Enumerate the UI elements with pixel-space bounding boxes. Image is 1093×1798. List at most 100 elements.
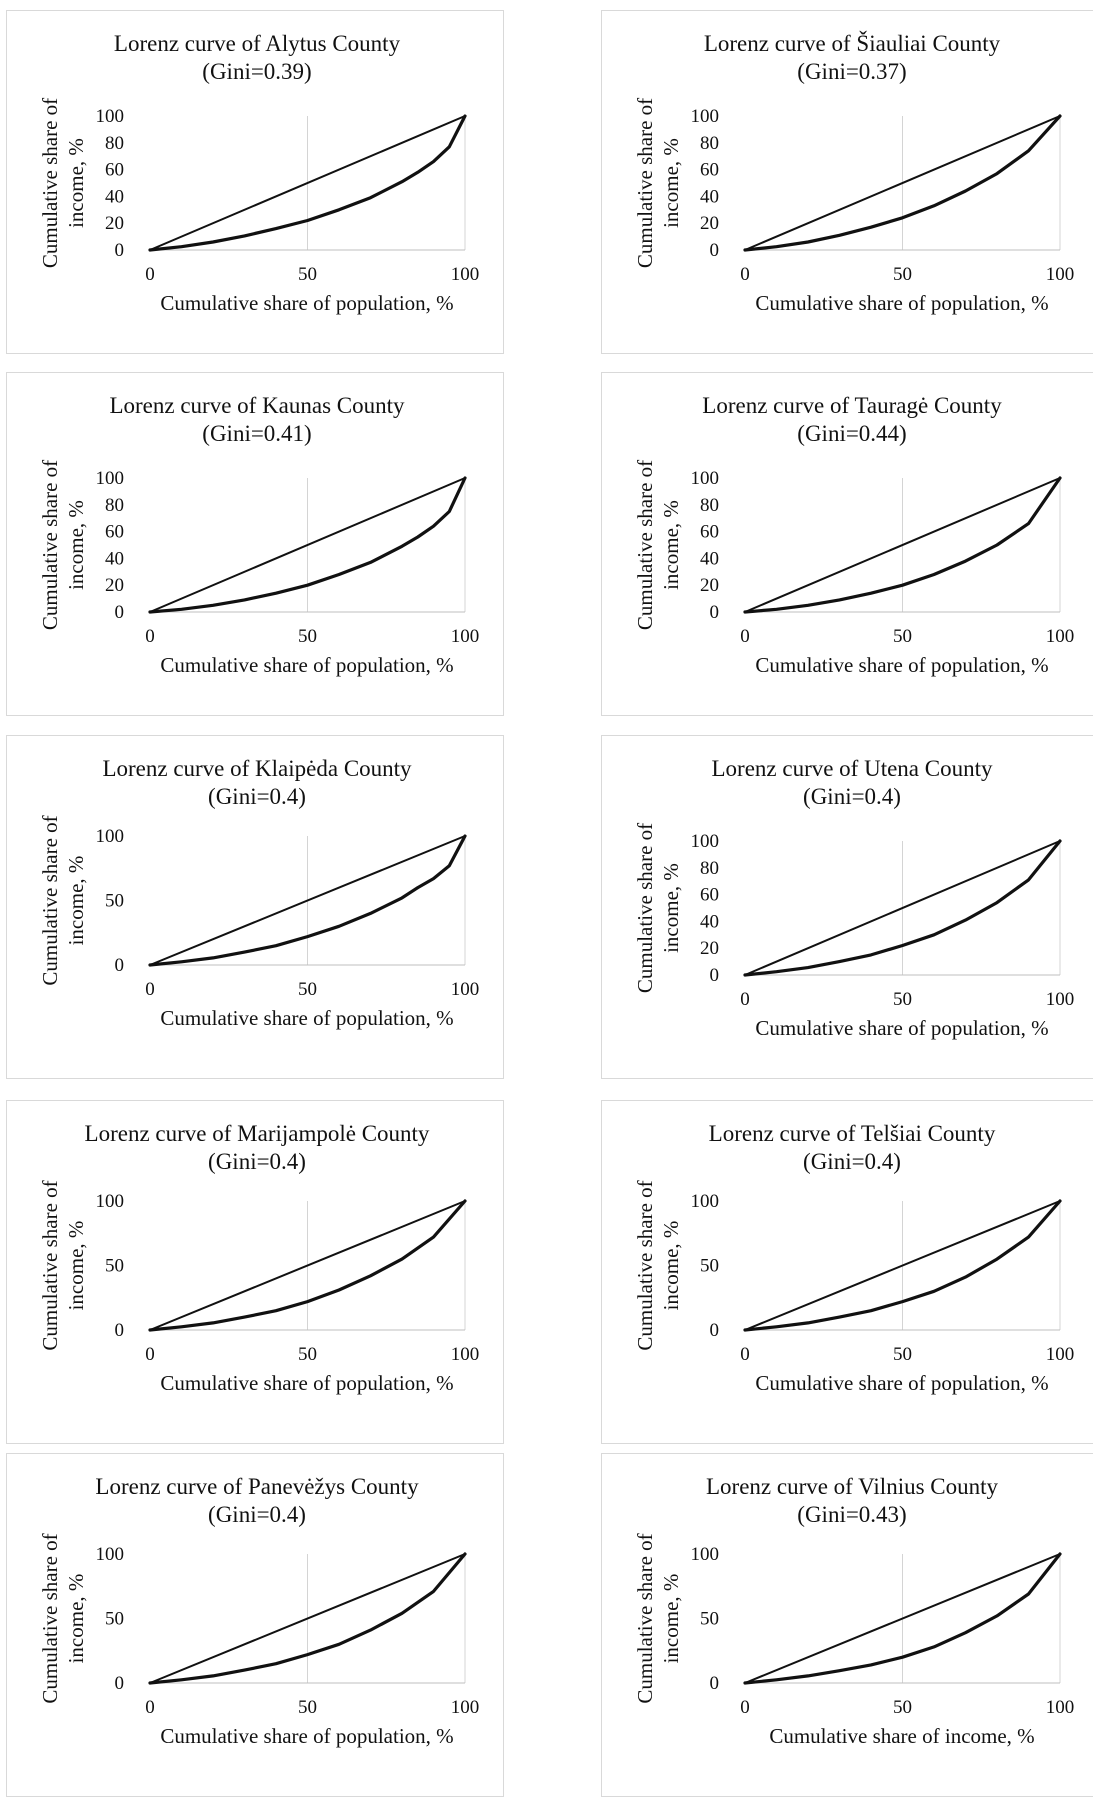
x-axis-label: Cumulative share of population, % — [160, 653, 453, 677]
x-tick-label: 100 — [1046, 1344, 1075, 1365]
x-tick-label: 0 — [740, 989, 750, 1010]
x-tick-label: 100 — [451, 264, 480, 285]
y-tick-label: 50 — [105, 1609, 124, 1630]
x-tick-label: 100 — [1046, 989, 1075, 1010]
equality-line — [744, 1553, 1061, 1684]
y-tick-label: 0 — [115, 1320, 125, 1341]
x-tick-label: 0 — [145, 264, 155, 285]
y-tick-label: 100 — [691, 106, 720, 127]
y-tick-label: 20 — [105, 213, 124, 234]
y-axis-label: Cumulative share of — [633, 98, 657, 268]
chart-subtitle: (Gini=0.4) — [803, 784, 901, 809]
y-tick-label: 0 — [710, 240, 720, 261]
chart-subtitle: (Gini=0.37) — [797, 59, 906, 84]
x-axis-label: Cumulative share of population, % — [755, 1016, 1048, 1040]
y-tick-label: 60 — [105, 160, 124, 181]
chart-subtitle: (Gini=0.43) — [797, 1502, 906, 1527]
chart-subtitle: (Gini=0.41) — [202, 421, 311, 446]
y-tick-label: 60 — [700, 160, 719, 181]
equality-line — [744, 115, 1061, 251]
chart-panel: Lorenz curve of Šiauliai County (Gini=0.3… — [601, 10, 1093, 354]
x-tick-label: 0 — [740, 626, 750, 647]
y-tick-label: 0 — [710, 1673, 720, 1694]
equality-line — [149, 115, 466, 251]
chart-svg: Lorenz curve of Alytus County (Gini=0.39)… — [38, 31, 480, 315]
x-tick-label: 0 — [145, 1697, 155, 1718]
lorenz-curve-line — [743, 839, 1062, 977]
x-tick-label: 0 — [740, 1344, 750, 1365]
lorenz-curve-line — [148, 1552, 467, 1685]
y-axis-label: income, % — [659, 500, 683, 590]
y-tick-label: 100 — [96, 1544, 125, 1565]
chart-svg: Lorenz curve of Vilnius County (Gini=0.43… — [633, 1474, 1074, 1748]
chart-title: Lorenz curve of Vilnius County — [706, 1474, 999, 1499]
equality-line — [149, 835, 466, 966]
equality-line — [149, 1200, 466, 1331]
x-tick-label: 50 — [893, 626, 912, 647]
y-tick-label: 0 — [115, 955, 125, 976]
y-tick-label: 20 — [700, 938, 719, 959]
y-tick-label: 0 — [710, 965, 720, 986]
chart-panel: Lorenz curve of Tauragė County (Gini=0.44… — [601, 372, 1093, 716]
chart-panel: Lorenz curve of Marijampolė County (Gini=… — [6, 1100, 504, 1444]
y-axis-label: income, % — [64, 1221, 88, 1311]
equality-line — [149, 477, 466, 613]
equality-line — [744, 840, 1061, 976]
chart-svg: Lorenz curve of Utena County (Gini=0.4) 0 2… — [633, 756, 1075, 1040]
y-axis-label: Cumulative share of — [38, 815, 62, 985]
y-tick-label: 100 — [691, 1544, 720, 1565]
x-tick-label: 0 — [145, 1344, 155, 1365]
y-axis-label: income, % — [64, 138, 88, 228]
y-tick-label: 50 — [105, 1256, 124, 1277]
y-tick-label: 80 — [700, 495, 719, 516]
y-axis-label: income, % — [659, 1574, 683, 1664]
chart-svg: Lorenz curve of Panevėžys County (Gini=0.… — [38, 1474, 480, 1748]
chart-subtitle: (Gini=0.39) — [202, 59, 311, 84]
chart-title: Lorenz curve of Tauragė County — [702, 393, 1002, 418]
y-tick-label: 60 — [700, 885, 719, 906]
lorenz-curve-line — [743, 114, 1062, 252]
chart-subtitle: (Gini=0.4) — [208, 1149, 306, 1174]
x-axis-label: Cumulative share of population, % — [160, 1724, 453, 1748]
chart-svg: Lorenz curve of Kaunas County (Gini=0.41)… — [38, 393, 479, 677]
y-axis-label: income, % — [64, 856, 88, 946]
y-axis-label: Cumulative share of — [38, 1180, 62, 1350]
y-tick-label: 40 — [105, 548, 124, 569]
chart-title: Lorenz curve of Klaipėda County — [102, 756, 412, 781]
y-axis-label: Cumulative share of — [633, 823, 657, 993]
y-axis-label: income, % — [659, 863, 683, 953]
y-tick-label: 40 — [700, 911, 719, 932]
lorenz-curve-line — [148, 114, 467, 252]
y-tick-label: 0 — [710, 1320, 720, 1341]
x-tick-label: 50 — [298, 626, 317, 647]
y-tick-label: 100 — [691, 1191, 720, 1212]
x-tick-label: 100 — [451, 1697, 480, 1718]
y-tick-label: 100 — [96, 106, 125, 127]
chart-panel: Lorenz curve of Kaunas County (Gini=0.41)… — [6, 372, 504, 716]
x-tick-label: 50 — [893, 264, 912, 285]
y-tick-label: 80 — [105, 133, 124, 154]
x-tick-label: 50 — [298, 1697, 317, 1718]
y-tick-label: 100 — [691, 831, 720, 852]
x-tick-label: 100 — [451, 979, 480, 1000]
y-tick-label: 80 — [700, 133, 719, 154]
lorenz-curve-line — [743, 476, 1062, 614]
y-tick-label: 100 — [691, 468, 720, 489]
chart-subtitle: (Gini=0.4) — [208, 1502, 306, 1527]
y-axis-label: Cumulative share of — [38, 98, 62, 268]
lorenz-curve-line — [148, 476, 467, 614]
y-tick-label: 0 — [710, 602, 720, 623]
x-axis-label: Cumulative share of income, % — [769, 1724, 1034, 1748]
y-tick-label: 50 — [105, 891, 124, 912]
chart-subtitle: (Gini=0.4) — [208, 784, 306, 809]
y-tick-label: 50 — [700, 1256, 719, 1277]
x-tick-label: 0 — [740, 264, 750, 285]
x-tick-label: 0 — [145, 626, 155, 647]
equality-line — [149, 1553, 466, 1684]
lorenz-curve-line — [148, 1199, 467, 1332]
chart-title: Lorenz curve of Šiauliai County — [704, 30, 1001, 56]
y-tick-label: 40 — [105, 186, 124, 207]
x-axis-label: Cumulative share of population, % — [755, 1371, 1048, 1395]
lorenz-curve-line — [743, 1199, 1062, 1332]
